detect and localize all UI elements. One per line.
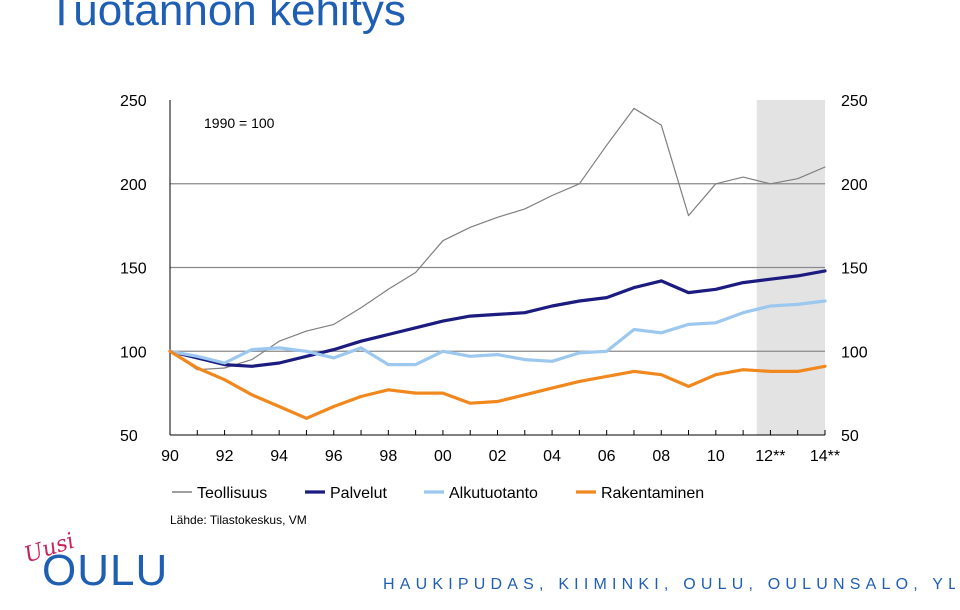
legend: Teollisuus Palvelut Alkutuotanto Rakentamin…: [172, 485, 704, 502]
production-line-chart: 50 50 100 100 150 150 200 200 250 250 90 92 94 96 98 0…: [120, 93, 868, 527]
slide-title: Tuotannon kehitys: [48, 0, 406, 35]
x-tick-label: 08: [652, 448, 670, 465]
legend-label-alkutuotanto: Alkutuotanto: [449, 485, 538, 502]
x-tick-label: 98: [379, 448, 397, 465]
y-tick-label-right: 50: [841, 428, 859, 445]
y-tick-label-left: 200: [120, 177, 147, 194]
y-tick-label-right: 100: [841, 344, 868, 361]
y-tick-label-left: 100: [120, 344, 147, 361]
gridline-layer: [170, 183, 825, 352]
x-tick-label: 96: [325, 448, 343, 465]
y-tick-label-left: 150: [120, 261, 147, 278]
series-line-alkutuotanto: [168, 299, 827, 367]
x-tick-label: 04: [543, 448, 561, 465]
x-tick-label: 10: [707, 448, 725, 465]
y-tick-label-left: 250: [120, 93, 147, 110]
x-tick-label: 14**: [810, 448, 840, 465]
uusi-oulu-logo: Uusi OULU: [20, 522, 180, 602]
x-tick-label: 12**: [755, 448, 785, 465]
legend-label-rakentaminen: Rakentaminen: [601, 485, 704, 502]
x-tick-layer: 90 92 94 96 98 00 02 04 06 08 10 12** 14**: [161, 448, 840, 465]
logo-oulu-text: OULU: [42, 546, 169, 595]
series-layer: [168, 107, 827, 420]
y-tick-label-left: 50: [120, 428, 138, 445]
series-line-rakentaminen: [168, 349, 827, 420]
base-year-annotation: 1990 = 100: [204, 115, 275, 131]
series-line-palvelut: [168, 269, 827, 368]
x-tick-label: 02: [489, 448, 507, 465]
x-tick-label: 92: [216, 448, 234, 465]
y-tick-label-right: 200: [841, 177, 868, 194]
legend-label-palvelut: Palvelut: [330, 485, 387, 502]
series-line-teollisuus: [169, 107, 826, 371]
x-tick-label: 06: [598, 448, 616, 465]
x-tick-label: 00: [434, 448, 452, 465]
plot-frame-layer: [169, 100, 826, 436]
legend-label-teollisuus: Teollisuus: [197, 485, 267, 502]
y-tick-layer: 50 50 100 100 150 150 200 200 250 250: [120, 93, 868, 445]
source-note: Lähde: Tilastokeskus, VM: [170, 513, 307, 527]
x-tick-label: 90: [161, 448, 179, 465]
y-tick-label-right: 250: [841, 93, 868, 110]
x-tick-label: 94: [270, 448, 288, 465]
y-tick-label-right: 150: [841, 261, 868, 278]
municipalities-footer: HAUKIPUDAS, KIIMINKI, OULU, OULUNSALO, Y…: [383, 576, 955, 593]
